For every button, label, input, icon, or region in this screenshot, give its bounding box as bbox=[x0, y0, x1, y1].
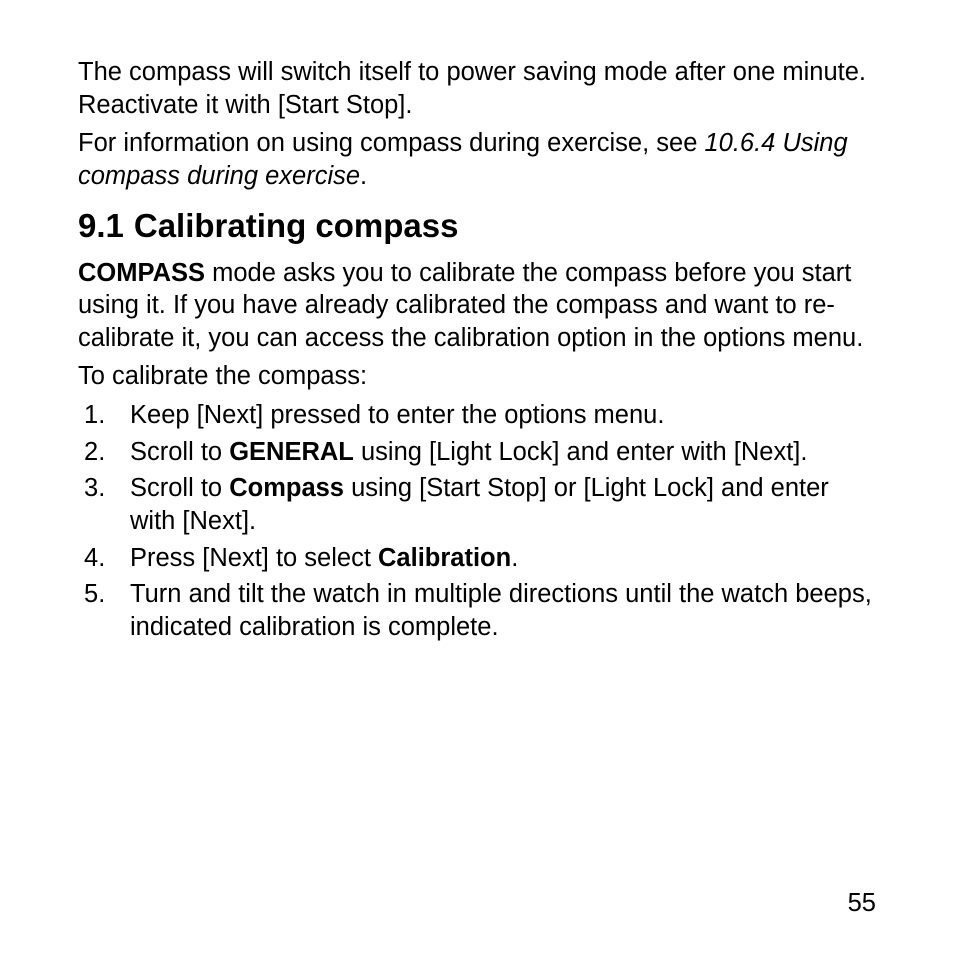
step-5: Turn and tilt the watch in multiple dire… bbox=[78, 578, 876, 643]
heading-number: 9.1 bbox=[78, 207, 124, 244]
step-2-bold: GENERAL bbox=[229, 438, 354, 466]
step-3-bold: Compass bbox=[229, 474, 344, 502]
heading-title: Calibrating compass bbox=[134, 207, 459, 244]
step-4-text-a: Press [Next] to select bbox=[130, 544, 378, 572]
section-paragraph-2: To calibrate the compass: bbox=[78, 360, 876, 393]
step-3: Scroll to Compass using [Start Stop] or … bbox=[78, 472, 876, 537]
compass-mode-label: COMPASS bbox=[78, 259, 205, 287]
calibration-steps-list: Keep [Next] pressed to enter the options… bbox=[78, 399, 876, 643]
intro-paragraph-2: For information on using compass during … bbox=[78, 127, 876, 192]
step-2: Scroll to GENERAL using [Light Lock] and… bbox=[78, 436, 876, 469]
step-2-text-b: using [Light Lock] and enter with [Next]… bbox=[354, 438, 808, 466]
step-1-text: Keep [Next] pressed to enter the options… bbox=[130, 401, 664, 429]
intro-paragraph-1: The compass will switch itself to power … bbox=[78, 56, 876, 121]
intro-p2-text-b: . bbox=[360, 162, 367, 190]
section-heading: 9.1 Calibrating compass bbox=[78, 207, 876, 245]
intro-p2-text-a: For information on using compass during … bbox=[78, 129, 704, 157]
step-4-text-b: . bbox=[511, 544, 518, 572]
step-3-text-a: Scroll to bbox=[130, 474, 229, 502]
step-5-text: Turn and tilt the watch in multiple dire… bbox=[130, 580, 872, 641]
step-4-bold: Calibration bbox=[378, 544, 511, 572]
step-4: Press [Next] to select Calibration. bbox=[78, 542, 876, 575]
page-number: 55 bbox=[848, 889, 876, 918]
step-2-text-a: Scroll to bbox=[130, 438, 229, 466]
step-1: Keep [Next] pressed to enter the options… bbox=[78, 399, 876, 432]
document-page: The compass will switch itself to power … bbox=[0, 0, 954, 954]
section-paragraph-1: COMPASS mode asks you to calibrate the c… bbox=[78, 257, 876, 355]
